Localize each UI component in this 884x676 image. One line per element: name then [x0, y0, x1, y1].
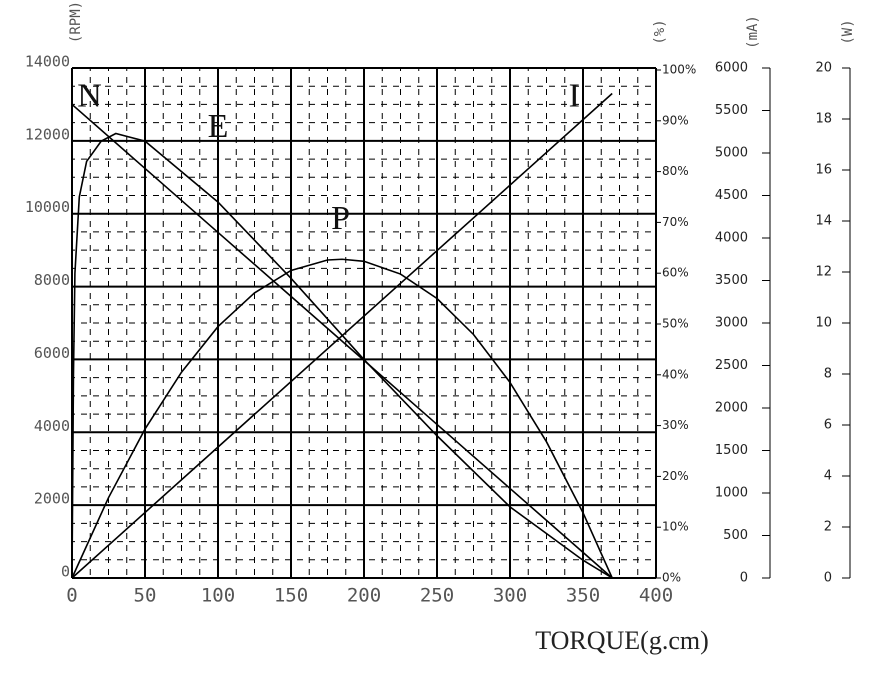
y3-tick-label: 1500: [715, 443, 748, 458]
y4-tick-label: 12: [815, 265, 832, 280]
y-tick-label: 2000: [34, 490, 70, 508]
y4-tick-label: 8: [824, 367, 832, 382]
x-tick-label: 50: [134, 585, 157, 607]
x-tick-label: 100: [201, 585, 235, 607]
y-tick-label: 6000: [34, 344, 70, 362]
y4-tick-label: 4: [824, 469, 832, 484]
y3-tick-label: 2000: [715, 401, 748, 416]
series-label: P: [331, 200, 350, 237]
y3-tick-label: 3500: [715, 273, 748, 288]
y4-tick-label: 18: [815, 112, 832, 127]
y2-tick-label: 20%: [662, 469, 689, 483]
y4-tick-label: 2: [824, 520, 832, 535]
x-tick-label: 400: [639, 585, 673, 607]
y3-tick-label: 6000: [715, 61, 748, 76]
x-tick-label: 300: [493, 585, 527, 607]
y2-axis-label: (%): [652, 19, 668, 44]
y2-tick-label: 60%: [662, 266, 689, 280]
series-label: I: [569, 77, 580, 114]
series-line: [71, 132, 613, 579]
y3-tick-label: 2500: [715, 358, 748, 373]
y3-tick-label: 5500: [715, 103, 748, 118]
y3-tick-label: 4000: [715, 231, 748, 246]
series-line: [71, 92, 613, 579]
y3-tick-label: 5000: [715, 146, 748, 161]
y4-tick-label: 20: [815, 61, 832, 76]
y4-tick-label: 0: [824, 571, 832, 586]
y2-tick-label: 80%: [662, 164, 689, 178]
x-tick-label: 200: [347, 585, 381, 607]
y4-tick-label: 10: [815, 316, 832, 331]
y2-tick-label: 10%: [662, 520, 689, 534]
x-tick-label: 250: [420, 585, 454, 607]
y-tick-label: 10000: [25, 198, 70, 216]
y3-tick-label: 3000: [715, 316, 748, 331]
x-tick-label: 150: [274, 585, 308, 607]
y-tick-label: 4000: [34, 417, 70, 435]
y3-axis-label: (mA): [745, 15, 761, 49]
y4-tick-label: 6: [824, 418, 832, 433]
x-axis-label: TORQUE(g.cm): [535, 626, 709, 655]
y3-tick-label: 1000: [715, 486, 748, 501]
y4-tick-label: 16: [815, 163, 832, 178]
y3-tick-label: 0: [740, 571, 748, 586]
y3-tick-label: 4500: [715, 188, 748, 203]
series-line: [71, 258, 613, 579]
y2-tick-label: 40%: [662, 367, 689, 381]
y4-tick-label: 14: [815, 214, 832, 229]
x-tick-label: 350: [566, 585, 600, 607]
y-tick-label: 0: [61, 563, 70, 581]
y2-tick-label: 70%: [662, 215, 689, 229]
series-label: E: [208, 108, 229, 145]
y3-tick-label: 500: [723, 528, 748, 543]
y2-tick-label: 50%: [662, 317, 689, 331]
y-tick-label: 8000: [34, 271, 70, 289]
y-tick-label: 14000: [25, 53, 70, 71]
x-tick-label: 0: [66, 585, 77, 607]
series-label: N: [77, 77, 102, 114]
y4-axis-label: (W): [840, 19, 856, 44]
y2-tick-label: 30%: [662, 418, 689, 432]
y2-tick-label: 90%: [662, 113, 689, 127]
y-axis-label: (RPM): [68, 1, 84, 43]
y-tick-label: 12000: [25, 125, 70, 143]
y2-tick-label: 100%: [662, 63, 696, 77]
y2-tick-label: 0%: [662, 571, 681, 585]
